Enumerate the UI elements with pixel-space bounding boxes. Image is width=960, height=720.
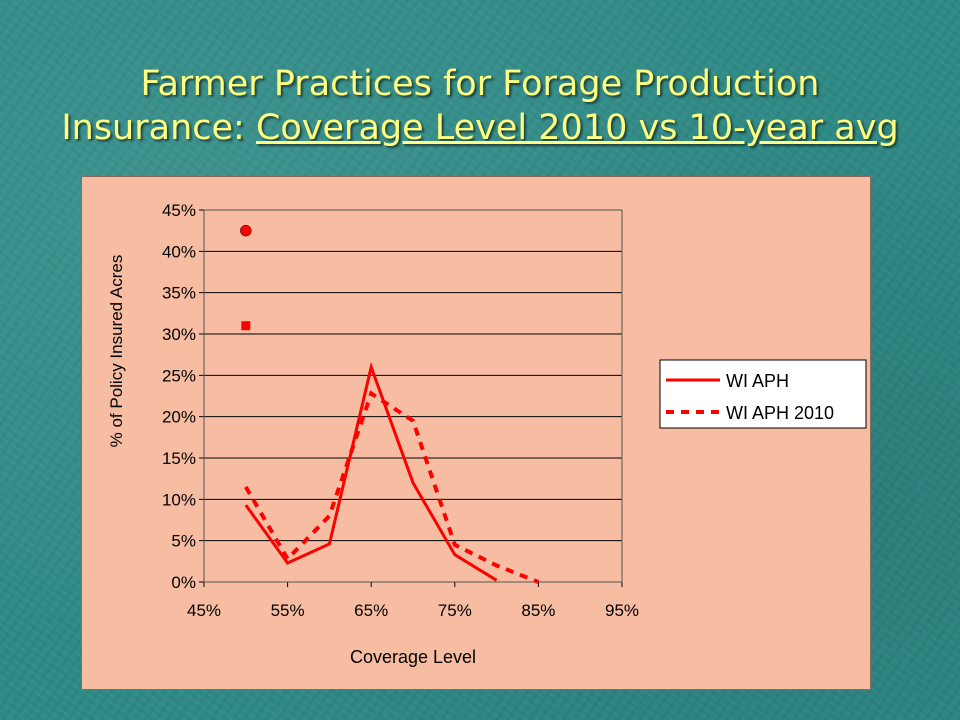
slide-title: Farmer Practices for Forage Production I…: [0, 62, 960, 150]
legend-label: WI APH 2010: [726, 403, 834, 423]
marker-square: [241, 321, 251, 331]
y-tick-label: 20%: [162, 408, 196, 427]
plot-border: [203, 209, 623, 583]
plot-background: [204, 210, 622, 582]
y-tick-label: 40%: [162, 242, 196, 261]
x-tick-label: 55%: [271, 601, 305, 620]
x-tick-label: 75%: [438, 601, 472, 620]
chart-area: 0% 5% 10% 15% 20% 25% 30% 35% 40% 45% 45% 55% 65% 75%…: [81, 176, 871, 690]
y-tick-label: 5%: [171, 532, 196, 551]
y-tick-label: 45%: [162, 201, 196, 220]
y-tick-label: 25%: [162, 366, 196, 385]
legend-label: WI APH: [726, 371, 789, 391]
x-tick-label: 65%: [354, 601, 388, 620]
series-line-wi-aph: [244, 361, 498, 582]
y-tick-label: 0%: [171, 573, 196, 592]
x-tick-label: 95%: [605, 601, 639, 620]
y-axis-label: % of Policy Insured Acres: [107, 255, 126, 448]
y-tick-label: 10%: [162, 490, 196, 509]
title-line-2: Insurance: Coverage Level 2010 vs 10-yea…: [0, 106, 960, 150]
legend-box: [659, 359, 867, 429]
y-tick-label: 35%: [162, 284, 196, 303]
x-axis-label: Coverage Level: [350, 647, 476, 667]
y-tick-label: 30%: [162, 325, 196, 344]
y-tick-label: 15%: [162, 449, 196, 468]
title-line-2-prefix: Insurance:: [61, 108, 256, 148]
coverage-line-chart: 0% 5% 10% 15% 20% 25% 30% 35% 40% 45% 45% 55% 65% 75%…: [107, 201, 867, 667]
title-line-2-underlined: Coverage Level 2010 vs 10-year avg: [255, 108, 899, 148]
x-tick-label: 45%: [187, 601, 221, 620]
series-line-wi-aph-2010: [244, 390, 540, 584]
marker-circle: [240, 224, 252, 237]
x-tick-label: 85%: [521, 601, 555, 620]
title-line-1: Farmer Practices for Forage Production: [140, 64, 820, 104]
plot-layer: 0% 5% 10% 15% 20% 25% 30% 35% 40% 45% 45% 55% 65% 75%…: [162, 201, 867, 620]
